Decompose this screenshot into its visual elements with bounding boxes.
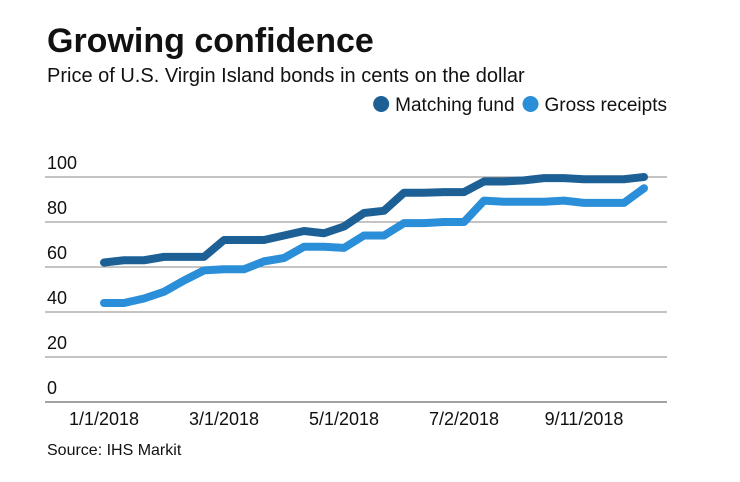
y-tick-label: 80 <box>47 198 67 218</box>
line <box>100 184 648 307</box>
legend-label: Gross receipts <box>545 95 667 116</box>
x-tick-label: 1/1/2018 <box>69 409 139 429</box>
y-tick-label: 0 <box>47 378 57 398</box>
chart-subtitle: Price of U.S. Virgin Island bonds in cen… <box>47 65 525 87</box>
x-tick-label: 3/1/2018 <box>189 409 259 429</box>
y-tick-label: 100 <box>47 153 77 173</box>
y-tick-label: 20 <box>47 333 67 353</box>
y-tick-label: 60 <box>47 243 67 263</box>
x-tick-label: 7/2/2018 <box>429 409 499 429</box>
y-tick-label: 40 <box>47 288 67 308</box>
x-tick-label: 5/1/2018 <box>309 409 379 429</box>
x-tick-label: 9/11/2018 <box>545 409 624 429</box>
source: Source: IHS Markit <box>47 442 182 459</box>
legend-marker <box>522 96 539 112</box>
legend-label: Matching fund <box>395 95 514 116</box>
legend-marker <box>373 96 390 112</box>
chart-title: Growing confidence <box>47 22 374 60</box>
line <box>100 173 648 267</box>
